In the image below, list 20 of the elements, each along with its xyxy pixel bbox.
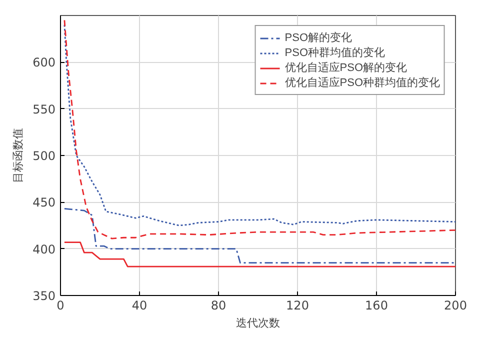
x-tick-label: 200 xyxy=(444,298,467,312)
x-tick-label: 120 xyxy=(286,298,309,312)
x-tick-label: 80 xyxy=(210,298,226,312)
legend-label: 优化自适应PSO解的变化 xyxy=(284,60,407,75)
y-tick-label: 550 xyxy=(32,102,56,116)
y-tick-label: 500 xyxy=(32,149,56,163)
y-tick-label: 400 xyxy=(32,242,56,256)
legend-label: PSO种群均值的变化 xyxy=(284,46,385,60)
legend-label: 优化自适应PSO种群均值的变化 xyxy=(284,76,440,90)
x-axis-title: 迭代次数 xyxy=(236,316,280,330)
legend-label: PSO解的变化 xyxy=(284,30,352,45)
y-tick-label: 600 xyxy=(32,56,56,70)
x-tick-label: 40 xyxy=(132,298,148,312)
x-tick-label: 0 xyxy=(56,298,64,312)
line-series xyxy=(64,242,456,268)
y-axis-title: 目标函数值 xyxy=(12,128,25,183)
line-series xyxy=(64,208,456,264)
y-tick-label: 450 xyxy=(32,196,56,210)
x-tick-label: 160 xyxy=(365,298,388,312)
y-tick-label: 350 xyxy=(32,289,56,303)
